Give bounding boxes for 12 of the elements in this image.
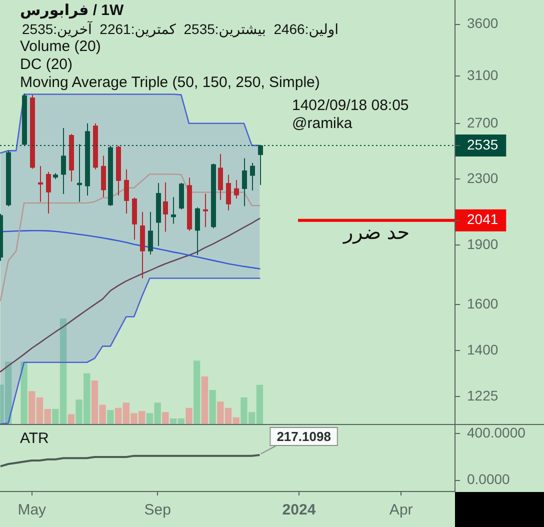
y-tick-label: 1900 (467, 236, 498, 252)
y-tick-label: 2300 (467, 170, 498, 186)
y-tick-label: 3100 (467, 66, 498, 83)
y-tick-label: 2041 (467, 211, 498, 228)
y-tick-label: 1400 (467, 341, 498, 358)
y-tick-label: 1600 (467, 295, 498, 312)
y-tick-label: 2700 (467, 114, 498, 131)
y-tick-label: 1225 (467, 388, 498, 404)
y-tick-label: 2535 (467, 136, 498, 152)
y-tick-label: 0.0000 (467, 471, 510, 488)
y-tick-label: 3600 (467, 15, 498, 32)
y-tick-label: 400.0000 (467, 424, 526, 440)
